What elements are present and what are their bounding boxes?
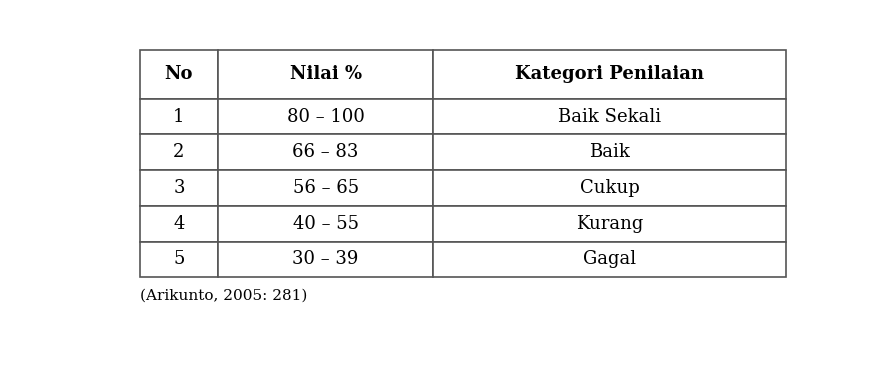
- Text: (Arikunto, 2005: 281): (Arikunto, 2005: 281): [140, 289, 307, 303]
